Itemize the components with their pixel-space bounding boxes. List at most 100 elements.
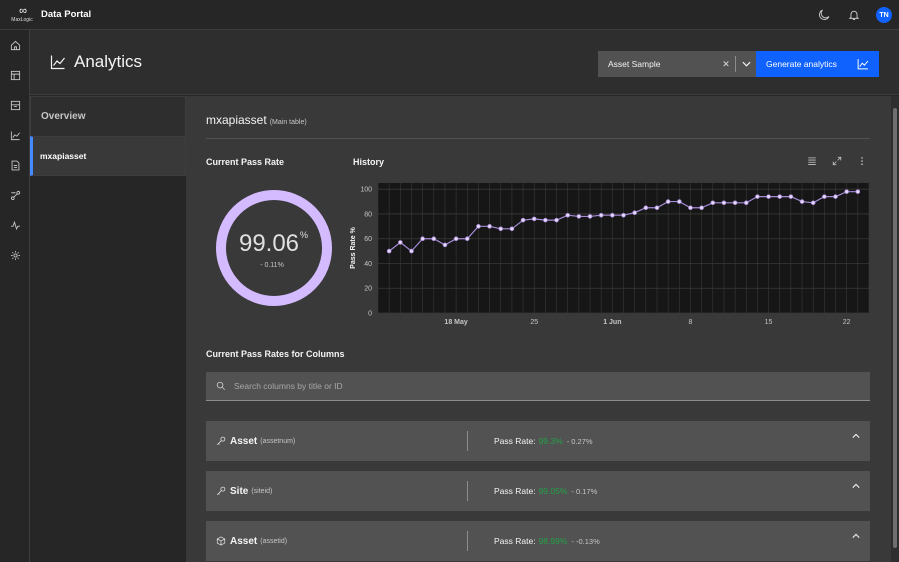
column-card[interactable]: Site (siteid) Pass Rate: 99.05% - 0.17% — [206, 471, 870, 511]
generate-analytics-label: Generate analytics — [766, 59, 837, 69]
data-point — [587, 214, 593, 219]
analytics-icon — [10, 130, 20, 140]
columns-pass-rates-title: Current Pass Rates for Columns — [206, 349, 345, 359]
nav-lineage[interactable] — [0, 180, 30, 210]
data-point — [453, 236, 459, 242]
data-point — [822, 194, 827, 199]
divider — [206, 138, 870, 139]
history-chart: 0 20 40 60 80 100 18 May 25 1 Jun 8 15 22 Pass Rate … — [350, 183, 870, 326]
data-point — [844, 189, 849, 194]
nav-documents[interactable] — [0, 150, 30, 180]
data-point — [543, 217, 548, 223]
x-tick-label: 15 — [765, 319, 773, 326]
data-point — [487, 224, 492, 229]
y-tick-label: 40 — [364, 261, 372, 268]
generate-analytics-button[interactable]: Generate analytics — [756, 51, 879, 77]
overview-item[interactable]: Overview — [30, 96, 186, 136]
data-point — [621, 212, 626, 218]
history-title: History — [353, 157, 385, 167]
maximize-button[interactable] — [824, 154, 849, 168]
user-menu-button[interactable]: TN — [869, 0, 899, 30]
column-name: Asset (assetid) — [206, 531, 468, 551]
column-name: Site (siteid) — [206, 481, 468, 501]
data-point — [833, 194, 838, 199]
pass-rate-unit: % — [300, 230, 308, 240]
table-list-panel: Overview mxapiasset — [30, 96, 186, 562]
search-icon — [216, 381, 226, 391]
nav-data[interactable] — [0, 90, 30, 120]
column-card[interactable]: Asset (assetid) Pass Rate: 98.99% - -0.13… — [206, 521, 870, 561]
current-pass-rate-title: Current Pass Rate — [206, 157, 285, 167]
y-tick-label: 0 — [368, 311, 372, 318]
archive-icon — [10, 100, 20, 110]
avatar: TN — [876, 7, 892, 23]
page-title: Analytics — [50, 52, 142, 72]
analytics-icon — [857, 59, 869, 70]
data-point — [643, 205, 649, 211]
column-title: Asset — [230, 435, 258, 447]
select-open-button[interactable] — [736, 61, 756, 67]
notifications-button[interactable] — [839, 0, 869, 30]
data-point — [598, 212, 604, 218]
column-pass-rate: Pass Rate: 98.99% - -0.13% — [468, 536, 870, 546]
nav-catalog[interactable] — [0, 60, 30, 90]
app-logo[interactable]: ∞ MaxLogic — [7, 0, 37, 30]
pass-rate-delta: - -0.13% — [571, 536, 600, 546]
data-point — [565, 212, 571, 218]
main-content: mxapiasset (Main table) Current Pass Rate… — [186, 96, 891, 562]
column-card[interactable]: Asset (assetnum) Pass Rate: 99.3% - 0.27% — [206, 421, 870, 461]
y-axis-label: Pass Rate % — [350, 226, 357, 268]
column-search — [206, 372, 870, 401]
nav-activity[interactable] — [0, 210, 30, 240]
table-view-button[interactable] — [799, 154, 824, 168]
pass-rate-delta: - 0.27% — [566, 436, 593, 446]
chevron-up-icon[interactable] — [852, 533, 860, 539]
search-input[interactable] — [234, 381, 870, 391]
activity-icon — [10, 220, 20, 230]
data-point — [799, 199, 805, 204]
nav-analytics[interactable] — [0, 120, 30, 150]
table-name: mxapiasset — [206, 113, 267, 127]
data-point — [386, 248, 392, 254]
key-icon — [216, 436, 226, 446]
column-id: (assetid) — [260, 537, 288, 545]
scrollbar-thumb[interactable] — [893, 108, 897, 548]
y-tick-label: 100 — [360, 187, 372, 194]
pass-rate-label: Pass Rate: — [494, 536, 536, 546]
chevron-up-icon[interactable] — [852, 483, 860, 489]
theme-toggle-button[interactable] — [809, 0, 839, 30]
pass-rate-value: 99.05% — [538, 486, 568, 496]
dataset-select[interactable]: Asset Sample ✕ — [598, 51, 756, 77]
data-point — [476, 224, 481, 229]
data-point — [498, 226, 504, 232]
overflow-menu-button[interactable] — [849, 154, 874, 168]
app-title: Data Portal — [41, 9, 92, 20]
table-item-mxapiasset[interactable]: mxapiasset — [30, 136, 186, 176]
data-point — [409, 248, 414, 254]
data-point — [398, 240, 403, 245]
column-pass-rate: Pass Rate: 99.3% - 0.27% — [468, 436, 870, 446]
x-tick-label: 22 — [843, 319, 851, 326]
side-nav — [0, 30, 30, 562]
data-point — [810, 200, 816, 206]
column-id: (assetnum) — [260, 437, 296, 445]
data-point — [699, 205, 704, 211]
chevron-up-icon[interactable] — [852, 433, 860, 439]
nav-settings[interactable] — [0, 240, 30, 270]
pass-rate-delta: - 0.17% — [571, 486, 598, 496]
moon-icon — [819, 9, 830, 20]
clear-selection-icon[interactable]: ✕ — [722, 58, 730, 69]
analytics-icon — [50, 55, 65, 70]
x-tick-label: 18 May — [444, 319, 467, 326]
data-point — [610, 212, 615, 218]
page-header: Analytics Asset Sample ✕ Generate analyt… — [30, 30, 899, 95]
x-tick-label: 25 — [530, 319, 538, 326]
chevron-down-icon — [741, 61, 751, 67]
data-point — [710, 200, 716, 206]
select-divider — [735, 56, 736, 72]
data-point — [855, 189, 861, 194]
chart-toolbar — [799, 154, 874, 168]
nav-home[interactable] — [0, 30, 30, 60]
data-point — [766, 194, 771, 199]
maximize-icon — [832, 156, 841, 166]
